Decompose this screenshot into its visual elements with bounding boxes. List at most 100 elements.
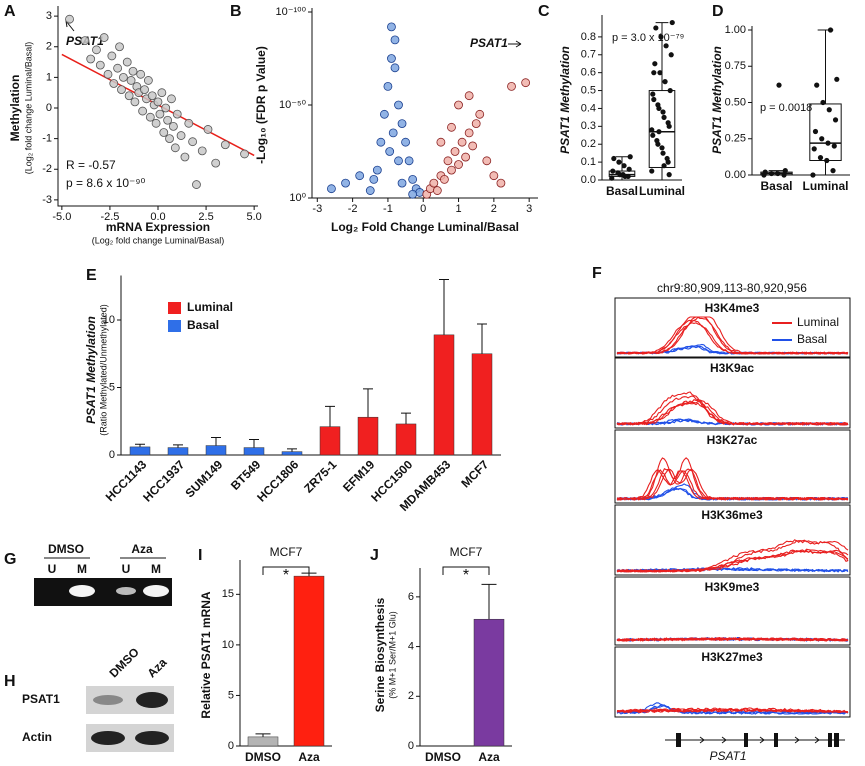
point (834, 76, 840, 82)
y-axis-label: Relative PSAT1 mRNA (199, 591, 213, 718)
point (663, 43, 669, 49)
track-frame (614, 504, 851, 576)
point (627, 154, 633, 160)
bar (293, 575, 325, 747)
point (157, 88, 167, 98)
y-tick-label: 0 (228, 740, 234, 752)
y-tick-label: 2 (46, 41, 52, 53)
point (397, 178, 407, 188)
point (668, 52, 674, 58)
x-tick-label: 0 (420, 203, 426, 215)
error-bar (255, 733, 271, 737)
point (830, 168, 836, 174)
panel-letter: G (4, 551, 16, 568)
x-tick-label: DMSO (245, 750, 281, 764)
point (461, 152, 471, 162)
point (203, 125, 213, 134)
point (464, 128, 474, 138)
y-axis-label: PSAT1 Methylation (84, 316, 98, 424)
x-tick-label: SUM149 (182, 457, 225, 500)
box (809, 103, 842, 161)
error-bar (363, 388, 373, 418)
y-tick-label: 0.3 (581, 120, 596, 132)
legend-swatch (168, 302, 181, 314)
point (341, 178, 350, 188)
panel-letter: E (86, 267, 97, 284)
x-tick-label: -5.0 (52, 211, 71, 223)
point (136, 69, 146, 79)
y-tick-label: -2 (42, 163, 52, 175)
legend-label: Basal (187, 318, 219, 332)
y-tick-label: 0 (109, 449, 115, 461)
error-bar (211, 436, 221, 446)
point (107, 51, 117, 61)
point (327, 184, 336, 194)
x-tick-label: 0.0 (150, 211, 165, 223)
error-bar (287, 448, 297, 452)
point (661, 114, 667, 120)
point (387, 54, 396, 63)
panel-letter: D (712, 3, 724, 20)
point (103, 69, 113, 79)
track-label: H3K27ac (707, 433, 758, 447)
y-axis-label: PSAT1 Methylation (710, 46, 724, 154)
point (220, 140, 230, 150)
stat-p: p = 8.6 x 10⁻⁹⁰ (66, 176, 146, 190)
y-axis-label: PSAT1 Methylation (558, 46, 572, 154)
y-tick-label: 10⁰ (289, 192, 306, 204)
point (489, 171, 499, 181)
track-frame (614, 429, 851, 504)
bar (129, 446, 151, 456)
point (659, 145, 665, 151)
bar (281, 451, 303, 456)
point (122, 57, 132, 67)
legend-swatch (168, 320, 181, 332)
error-bar (249, 438, 259, 448)
x-axis-label: Log₂ Fold Change Luminal/Basal (331, 220, 519, 234)
point (180, 152, 190, 162)
point (397, 119, 407, 128)
stat-p: p = 3.0 x 10⁻⁷⁹ (612, 32, 684, 44)
point (826, 107, 832, 113)
x-tick-label: HCC1806 (254, 457, 301, 504)
track-signal (616, 468, 849, 501)
x-tick-label: Aza (478, 750, 500, 764)
blot-band (135, 731, 169, 745)
point (385, 147, 395, 156)
point (832, 117, 839, 123)
point (665, 120, 671, 126)
point (115, 42, 124, 52)
point (184, 118, 194, 128)
point (388, 128, 398, 138)
x-tick-label: 5.0 (247, 211, 262, 223)
y-tick-label: 0.7 (581, 49, 596, 61)
point (192, 180, 201, 189)
track-label: H3K36me3 (701, 508, 763, 522)
point (650, 132, 656, 138)
error-bar (439, 279, 449, 335)
point (159, 128, 169, 137)
point (390, 35, 400, 45)
point (810, 172, 816, 178)
lane-label: M (77, 562, 87, 576)
y-axis-label: -Log₁₀ (FDR p Value) (254, 46, 268, 164)
point (450, 147, 460, 156)
point (660, 109, 666, 115)
bar (319, 426, 341, 456)
stat-p: p = 0.0018 (760, 102, 812, 114)
legend-label: Luminal (187, 300, 233, 314)
point (819, 136, 825, 142)
significance: * (463, 567, 469, 584)
blot-band (136, 692, 168, 708)
bar (357, 416, 379, 456)
y-tick-label: 0 (408, 740, 414, 752)
point (658, 34, 664, 40)
point (454, 160, 463, 169)
gene-label: PSAT1 (709, 749, 746, 763)
x-axis-sublabel: (Log₂ fold change Luminal/Basal) (92, 235, 225, 245)
x-tick-label: EFM19 (340, 457, 377, 494)
point (109, 79, 119, 88)
panel-letter: B (230, 3, 242, 20)
point (464, 91, 474, 101)
